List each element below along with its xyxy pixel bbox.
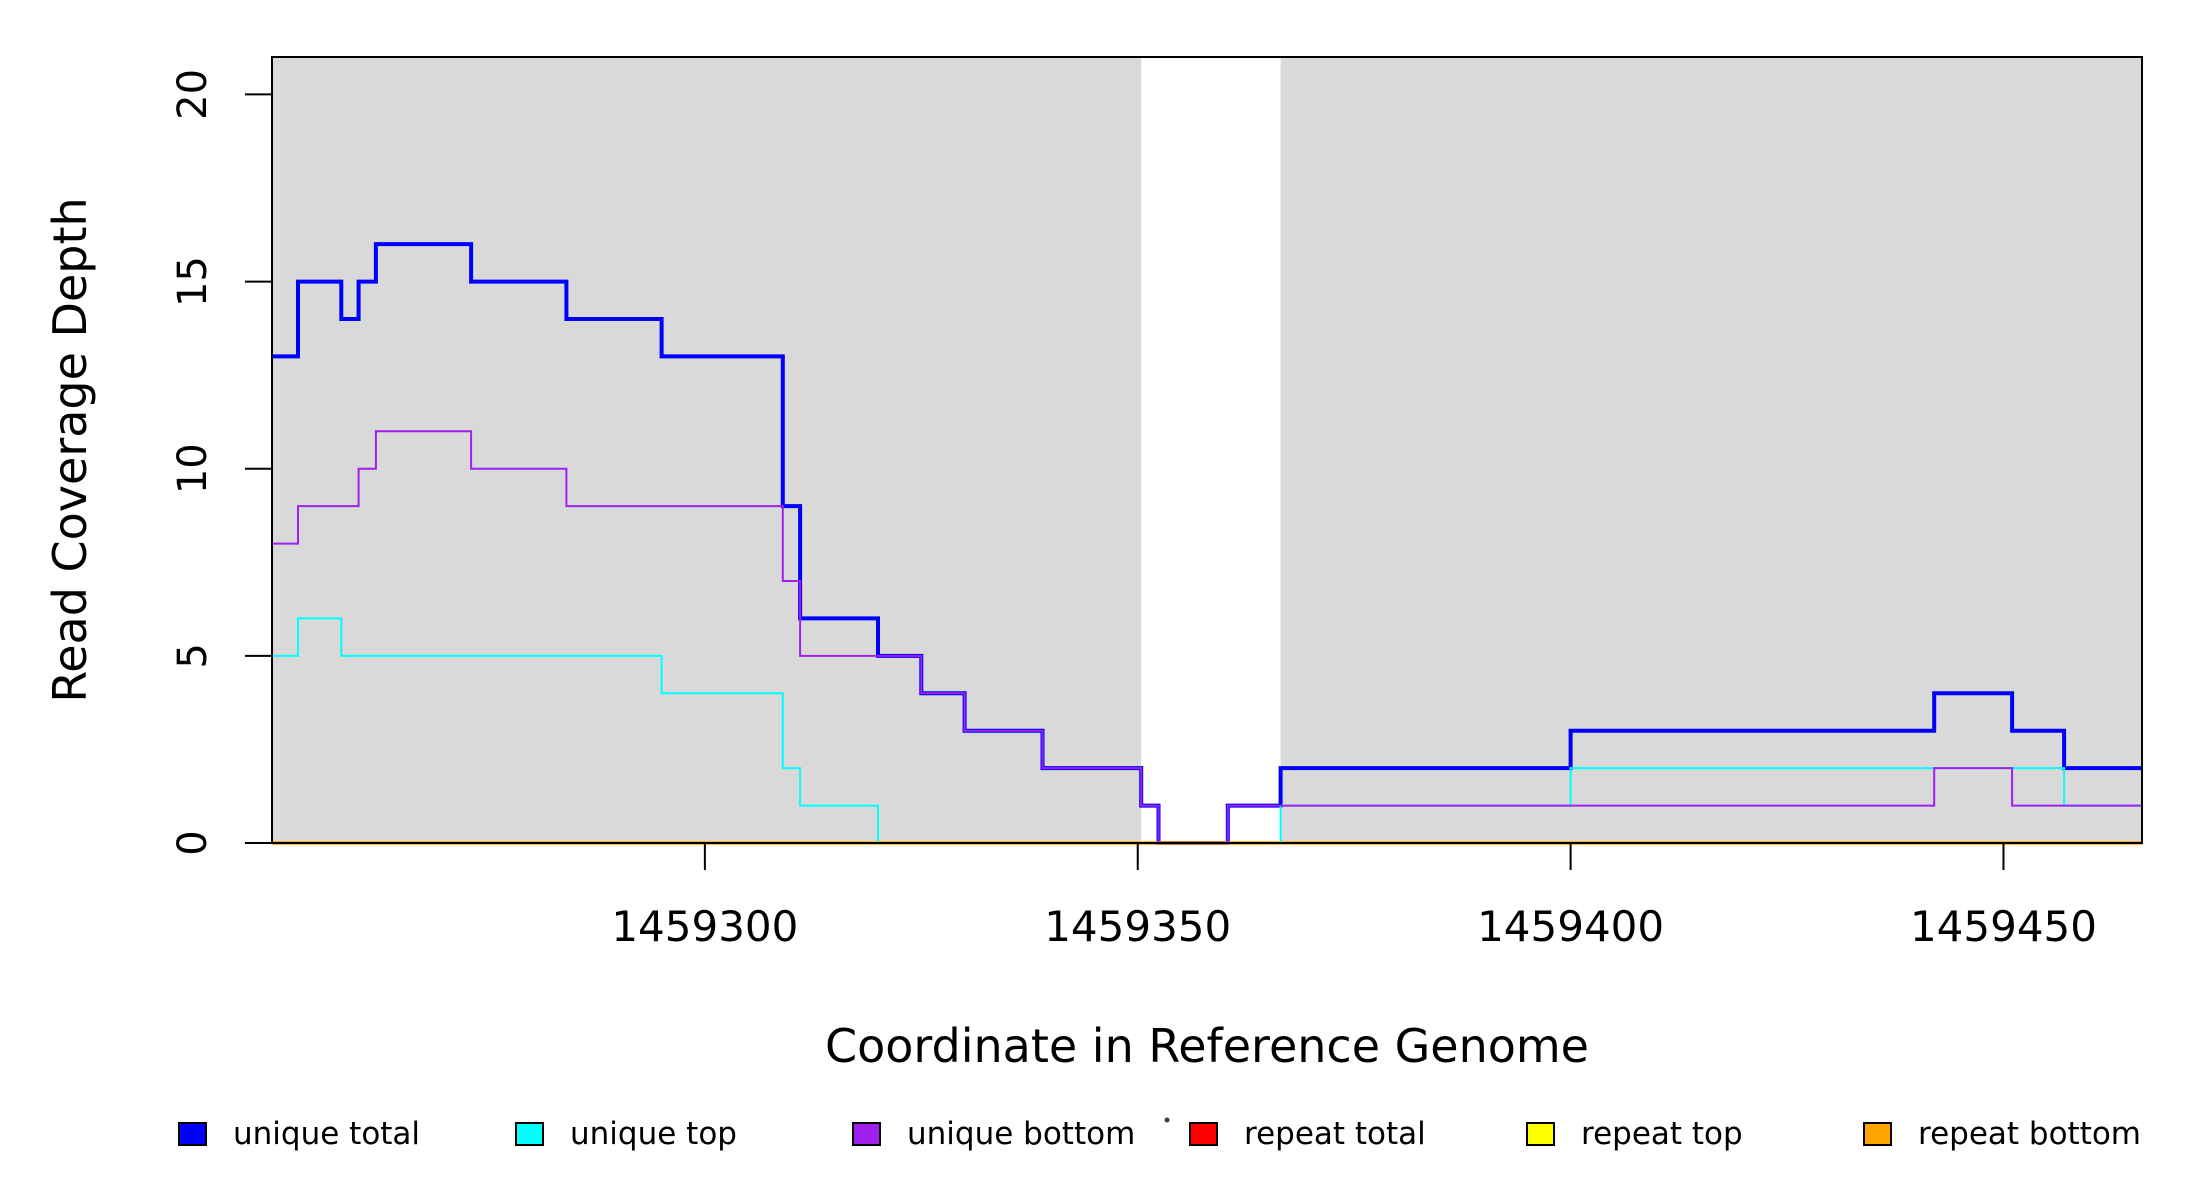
legend-label-unique-top: unique top bbox=[570, 1116, 737, 1152]
legend: unique total unique top unique bottom repea… bbox=[178, 1116, 2141, 1152]
y-tick-label: 15 bbox=[170, 256, 216, 307]
x-tick-label: 1459300 bbox=[611, 902, 798, 951]
legend-label-repeat-total: repeat total bbox=[1244, 1116, 1426, 1152]
x-tick-label: 1459350 bbox=[1044, 902, 1231, 951]
axes-layer: 1459300 1459350 1459400 1459450 0 5 10 15 20 bbox=[170, 69, 2097, 951]
legend-swatch-repeat-bottom bbox=[1863, 1122, 1892, 1146]
legend-label-repeat-top: repeat top bbox=[1581, 1116, 1743, 1152]
y-tick-label: 20 bbox=[170, 69, 216, 120]
series-unique-top bbox=[272, 617, 2142, 844]
shaded-region bbox=[1280, 57, 2142, 843]
x-tick-label: 1459450 bbox=[1910, 902, 2097, 951]
legend-swatch-unique-top bbox=[515, 1122, 544, 1146]
x-axis-title: Coordinate in Reference Genome bbox=[825, 1019, 1589, 1073]
plot-box bbox=[271, 56, 2143, 844]
legend-swatch-unique-total bbox=[178, 1122, 207, 1146]
series-unique-bottom bbox=[272, 430, 2142, 844]
legend-label-repeat-bottom: repeat bottom bbox=[1918, 1116, 2141, 1152]
legend-label-unique-bottom: unique bottom bbox=[907, 1116, 1135, 1152]
stray-dot bbox=[1164, 1117, 1170, 1123]
shaded-region bbox=[272, 57, 1142, 843]
y-tick-label: 10 bbox=[170, 443, 216, 494]
y-axis-title: Read Coverage Depth bbox=[43, 197, 97, 702]
x-tick-label: 1459400 bbox=[1477, 902, 1664, 951]
legend-swatch-repeat-total bbox=[1189, 1122, 1218, 1146]
y-tick-label: 5 bbox=[170, 643, 216, 668]
legend-swatch-repeat-top bbox=[1526, 1122, 1555, 1146]
shaded-regions-layer bbox=[272, 57, 2142, 843]
legend-swatch-unique-bottom bbox=[852, 1122, 881, 1146]
y-tick-label: 0 bbox=[170, 830, 216, 855]
legend-label-unique-total: unique total bbox=[233, 1116, 420, 1152]
